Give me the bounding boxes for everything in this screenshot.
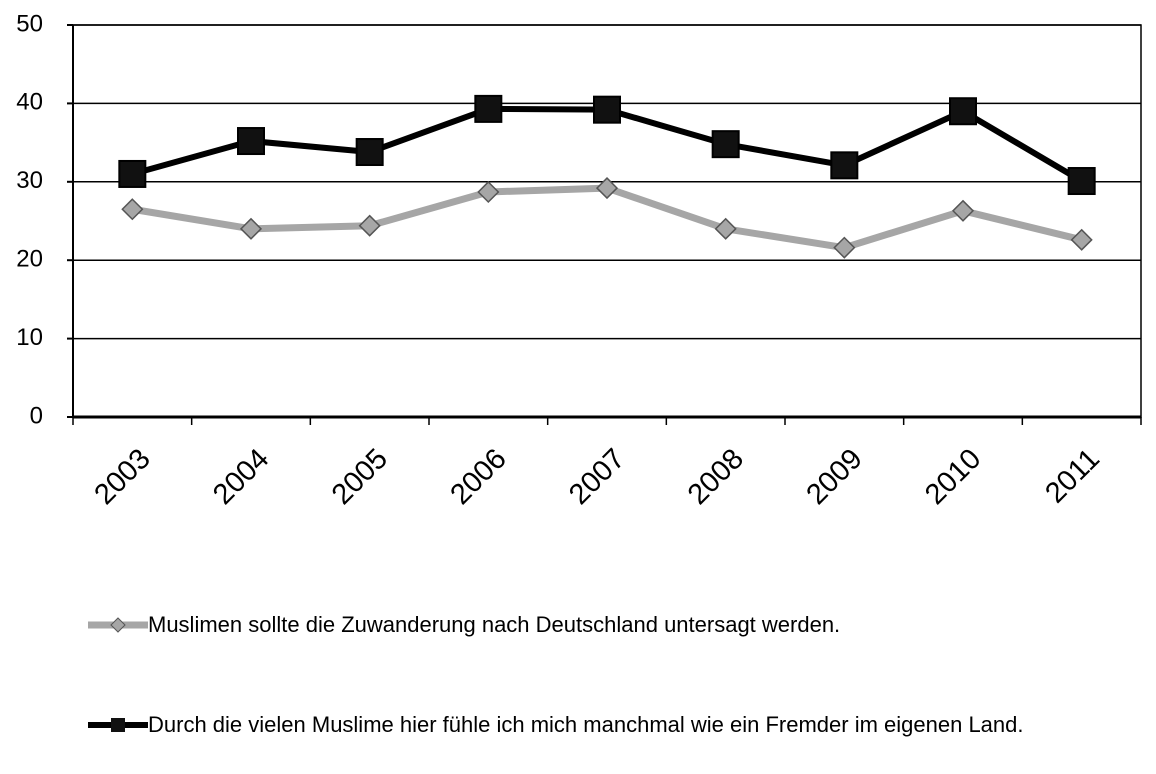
- plot-border: [72, 24, 1142, 418]
- legend-marker: [110, 617, 126, 633]
- x-tick-label: 2010: [919, 443, 987, 511]
- x-tick-label: 2011: [1039, 443, 1106, 510]
- legend-label: Muslimen sollte die Zuwanderung nach Deu…: [148, 612, 841, 637]
- y-tick-label: 20: [16, 246, 43, 273]
- marker: [355, 138, 384, 167]
- x-tick-label: 2009: [800, 443, 868, 511]
- y-tick-label: 40: [16, 89, 43, 116]
- x-tick-label: 2004: [207, 443, 275, 511]
- legend-swatch: [88, 617, 148, 633]
- marker: [595, 177, 619, 200]
- y-tick-label: 0: [30, 402, 43, 429]
- legend-swatch: [88, 718, 148, 732]
- marker: [474, 94, 503, 123]
- marker: [239, 217, 263, 240]
- x-tick-label: 2003: [88, 443, 156, 511]
- marker: [714, 217, 737, 240]
- marker: [118, 159, 147, 188]
- marker: [593, 95, 621, 124]
- legend-entry: Durch die vielen Muslime hier fühle ich …: [88, 710, 1148, 740]
- legend-entry: Muslimen sollte die Zuwanderung nach Deu…: [88, 610, 1148, 640]
- legend-label: Durch die vielen Muslime hier fühle ich …: [148, 712, 1024, 737]
- marker: [951, 199, 975, 222]
- marker: [833, 236, 856, 259]
- legend-marker: [111, 718, 125, 732]
- marker: [358, 214, 381, 237]
- marker: [1070, 228, 1093, 251]
- y-tick-label: 30: [16, 167, 43, 194]
- marker: [121, 198, 144, 221]
- y-tick-label: 10: [16, 324, 43, 351]
- marker: [1067, 167, 1096, 196]
- y-tick-label: 50: [16, 10, 43, 37]
- marker: [477, 180, 500, 204]
- marker: [949, 97, 977, 126]
- x-tick-label: 2006: [444, 443, 512, 511]
- x-tick-label: 2007: [563, 443, 631, 511]
- marker: [830, 151, 859, 180]
- x-tick-label: 2008: [682, 443, 750, 511]
- marker: [237, 127, 265, 156]
- chart: 0 10 20 30 40 50 2003 2004 2005 2006 2007 2008 2009 2…: [16, 10, 1142, 511]
- marker: [711, 130, 740, 159]
- x-tick-label: 2005: [326, 443, 394, 511]
